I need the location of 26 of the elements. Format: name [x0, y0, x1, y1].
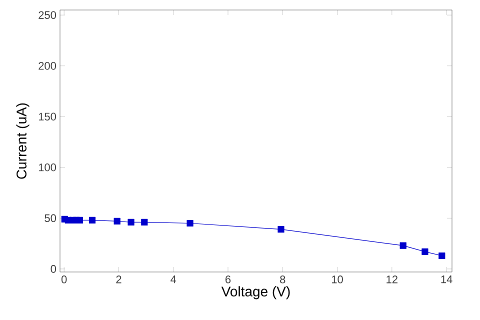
x-tick-label: 14: [441, 276, 452, 284]
x-tick-label: 12: [386, 276, 398, 284]
y-tick-label: 250: [38, 11, 56, 19]
y-tick-label: 50: [44, 214, 56, 222]
y-axis-title: Current (uA): [16, 103, 30, 179]
point: [278, 226, 284, 233]
x-tick-label: 4: [170, 276, 176, 284]
y-tick-label: 200: [38, 62, 56, 70]
point: [76, 216, 83, 224]
y-tick-label: 0: [50, 265, 56, 273]
x-tick-label: 10: [332, 276, 343, 284]
y-tick-label: 150: [38, 112, 56, 121]
point: [114, 218, 120, 225]
point: [186, 220, 194, 227]
y-tick-label: 100: [38, 164, 56, 172]
x-tick-label: 2: [116, 276, 122, 284]
point: [141, 218, 148, 226]
point: [128, 218, 134, 226]
x-axis-title: Voltage (V): [221, 286, 290, 300]
x-tick-label: 8: [280, 276, 286, 284]
point: [88, 216, 96, 224]
x-tick-label: 6: [226, 276, 231, 284]
x-tick-label: 0: [61, 276, 67, 284]
point: [400, 242, 406, 249]
point: [422, 248, 428, 255]
point: [438, 252, 446, 260]
